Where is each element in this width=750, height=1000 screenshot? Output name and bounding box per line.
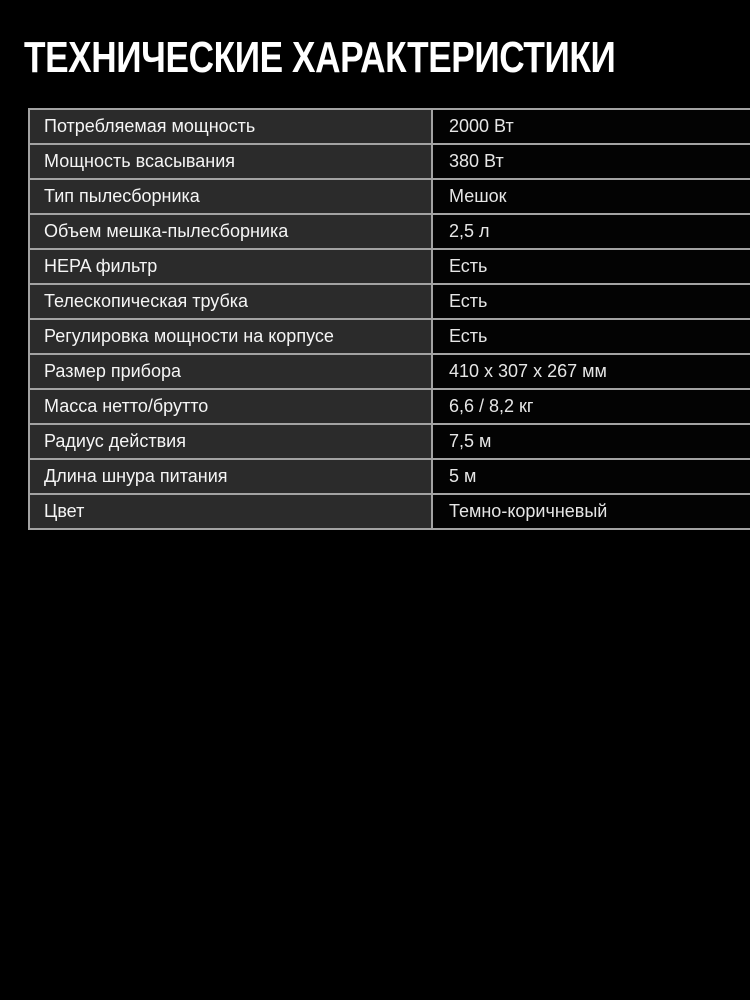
spec-value: Есть [431,318,750,355]
spec-label: Телескопическая трубка [28,283,433,320]
spec-label: Объем мешка-пылесборника [28,213,433,250]
spec-value: 2000 Вт [431,108,750,145]
spec-value: 380 Вт [431,143,750,180]
table-row: Масса нетто/брутто 6,6 / 8,2 кг [28,388,750,425]
table-row: Телескопическая трубка Есть [28,283,750,320]
spec-label: Радиус действия [28,423,433,460]
spec-value: 6,6 / 8,2 кг [431,388,750,425]
table-row: HEPA фильтр Есть [28,248,750,285]
table-row: Длина шнура питания 5 м [28,458,750,495]
spec-label: Тип пылесборника [28,178,433,215]
spec-value: 2,5 л [431,213,750,250]
spec-label: Размер прибора [28,353,433,390]
spec-label: Мощность всасывания [28,143,433,180]
spec-value: Есть [431,283,750,320]
spec-label: Масса нетто/брутто [28,388,433,425]
spec-label: Цвет [28,493,433,530]
table-row: Объем мешка-пылесборника 2,5 л [28,213,750,250]
spec-label: Потребляемая мощность [28,108,433,145]
table-row: Радиус действия 7,5 м [28,423,750,460]
spec-label: Длина шнура питания [28,458,433,495]
table-row: Размер прибора 410 x 307 x 267 мм [28,353,750,390]
table-row: Цвет Темно-коричневый [28,493,750,530]
spec-value: Мешок [431,178,750,215]
specs-table: Потребляемая мощность 2000 Вт Мощность вса… [28,108,750,530]
spec-value: Есть [431,248,750,285]
table-row: Потребляемая мощность 2000 Вт [28,108,750,145]
spec-value: 410 x 307 x 267 мм [431,353,750,390]
specs-table-body: Потребляемая мощность 2000 Вт Мощность вса… [28,108,750,530]
spec-label: HEPA фильтр [28,248,433,285]
spec-value: 7,5 м [431,423,750,460]
spec-label: Регулировка мощности на корпусе [28,318,433,355]
table-row: Мощность всасывания 380 Вт [28,143,750,180]
table-row: Тип пылесборника Мешок [28,178,750,215]
page-title: ТЕХНИЧЕСКИЕ ХАРАКТЕРИСТИКИ [24,33,616,82]
spec-value: 5 м [431,458,750,495]
spec-value: Темно-коричневый [431,493,750,530]
table-row: Регулировка мощности на корпусе Есть [28,318,750,355]
